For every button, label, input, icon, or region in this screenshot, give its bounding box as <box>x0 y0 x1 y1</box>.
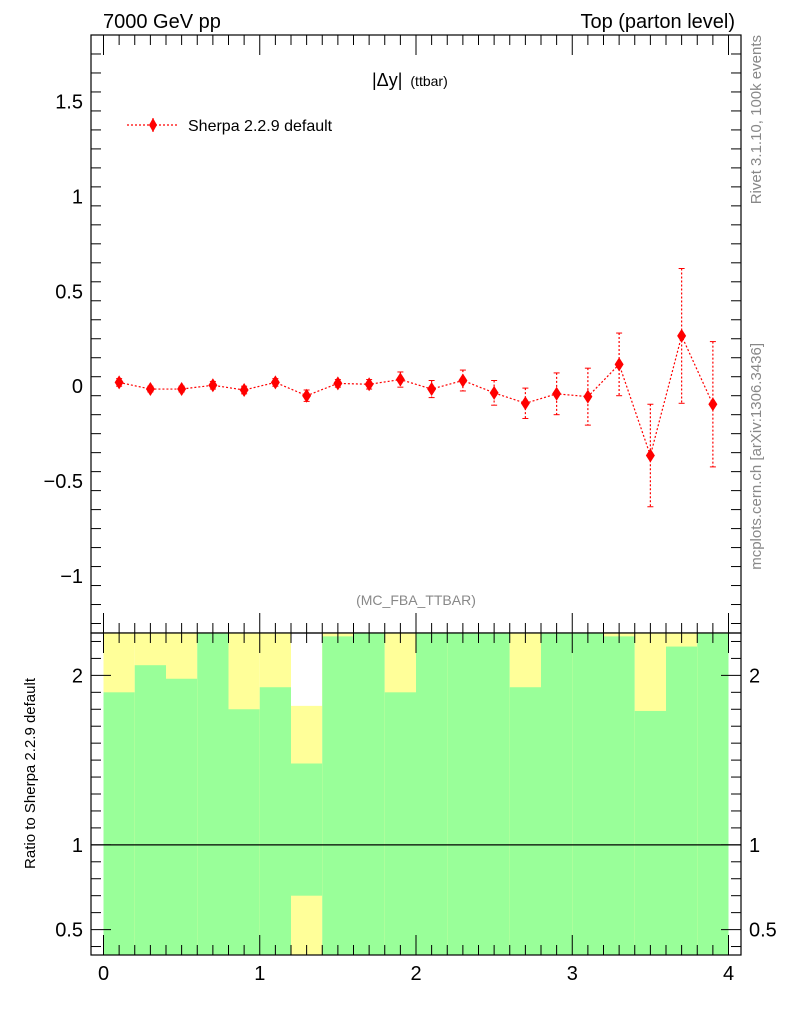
ratio-ytick-label-left: 2 <box>72 665 83 687</box>
ratio-stat-band <box>634 710 666 955</box>
side-label-rivet: Rivet 3.1.10, 100k events <box>748 35 765 204</box>
main-ytick-label: 0.5 <box>55 281 83 303</box>
ratio-axis-ticks <box>91 633 741 955</box>
main-ytick-label: −1 <box>60 566 83 588</box>
ratio-stat-band <box>259 687 291 955</box>
main-title-sub: (ttbar) <box>410 73 447 89</box>
ratio-xtick-label: 2 <box>410 963 421 985</box>
ratio-y-axis-label: Ratio to Sherpa 2.2.9 default <box>22 677 39 869</box>
data-point <box>114 375 124 390</box>
ratio-stat-band <box>478 633 510 955</box>
ratio-stat-band <box>353 633 385 955</box>
data-point <box>458 373 468 388</box>
ratio-plot-frame <box>90 632 742 956</box>
data-point <box>364 377 374 392</box>
ratio-stat-band <box>541 633 573 955</box>
ratio-stat-band <box>666 646 698 955</box>
side-label-mcplots: mcplots.cern.ch [arXiv:1306.3436] <box>748 343 765 570</box>
data-point <box>645 448 655 463</box>
ratio-panel: 0.5 1 2 0.5 1 2 0 1 2 3 4 Ratio to Sherpa 2.2.9 … <box>22 632 777 985</box>
data-point <box>239 383 249 398</box>
data-point <box>177 382 187 397</box>
analysis-annotation: (MC_FBA_TTBAR) <box>356 592 476 608</box>
ratio-ytick-label-left: 0.5 <box>55 920 83 942</box>
data-point <box>552 386 562 401</box>
ratio-xtick-label: 3 <box>567 963 578 985</box>
main-y-tick-labels: −1 −0.5 0 0.5 1 1.5 <box>44 91 83 588</box>
ratio-stat-band <box>228 709 260 955</box>
ratio-ytick-label-left: 1 <box>72 835 83 857</box>
main-ytick-label: 1 <box>72 186 83 208</box>
legend: Sherpa 2.2.9 default <box>127 118 333 135</box>
data-point <box>677 328 687 343</box>
main-series-sherpa <box>114 268 718 508</box>
main-panel: −1 −0.5 0 0.5 1 1.5 |Δy| (ttbar) Sherpa 2.2.9… <box>44 34 742 634</box>
main-ytick-label: −0.5 <box>44 471 83 493</box>
legend-label: Sherpa 2.2.9 default <box>188 118 333 135</box>
legend-marker <box>149 118 157 132</box>
ratio-stat-band <box>291 763 323 896</box>
data-point <box>427 382 437 397</box>
data-point <box>520 396 530 411</box>
data-point <box>333 376 343 391</box>
ratio-x-tick-labels: 0 1 2 3 4 <box>98 963 734 985</box>
ratio-stat-band <box>197 633 229 955</box>
ratio-stat-band <box>166 678 198 955</box>
ratio-xtick-label: 1 <box>254 963 265 985</box>
ratio-stat-band <box>384 692 416 955</box>
ratio-stat-band <box>603 636 635 955</box>
ratio-y-tick-labels-left: 0.5 1 2 <box>55 665 83 941</box>
ratio-xtick-label: 4 <box>723 963 734 985</box>
ratio-bands <box>103 633 729 955</box>
ratio-stat-band <box>134 665 166 955</box>
header-left: 7000 GeV pp <box>103 11 221 33</box>
ratio-stat-band <box>572 633 604 955</box>
main-ytick-label: 0 <box>72 376 83 398</box>
ratio-stat-band <box>509 687 541 955</box>
data-point <box>302 388 312 403</box>
data-point <box>614 357 624 372</box>
ratio-ytick-label-right: 1 <box>749 835 760 857</box>
ratio-xtick-label: 0 <box>98 963 109 985</box>
main-title: |Δy| (ttbar) <box>372 70 448 90</box>
data-point <box>208 378 218 393</box>
ratio-y-tick-labels-right: 0.5 1 2 <box>749 665 777 941</box>
data-point <box>708 397 718 412</box>
ratio-stat-band <box>103 692 135 955</box>
data-point <box>270 375 280 390</box>
data-point <box>489 385 499 400</box>
header-right: Top (parton level) <box>580 11 735 33</box>
ratio-stat-band <box>416 633 448 955</box>
ratio-stat-band <box>322 636 354 955</box>
main-axis-ticks <box>91 34 741 633</box>
ratio-ytick-label-right: 2 <box>749 665 760 687</box>
data-point <box>395 372 405 387</box>
series-line <box>119 334 714 458</box>
main-ytick-label: 1.5 <box>55 91 83 113</box>
ratio-ytick-label-right: 0.5 <box>749 920 777 942</box>
ratio-stat-band <box>697 633 729 955</box>
data-point <box>583 389 593 404</box>
data-point <box>145 382 155 397</box>
ratio-stat-band <box>447 633 479 955</box>
main-title-main: |Δy| <box>372 70 402 90</box>
